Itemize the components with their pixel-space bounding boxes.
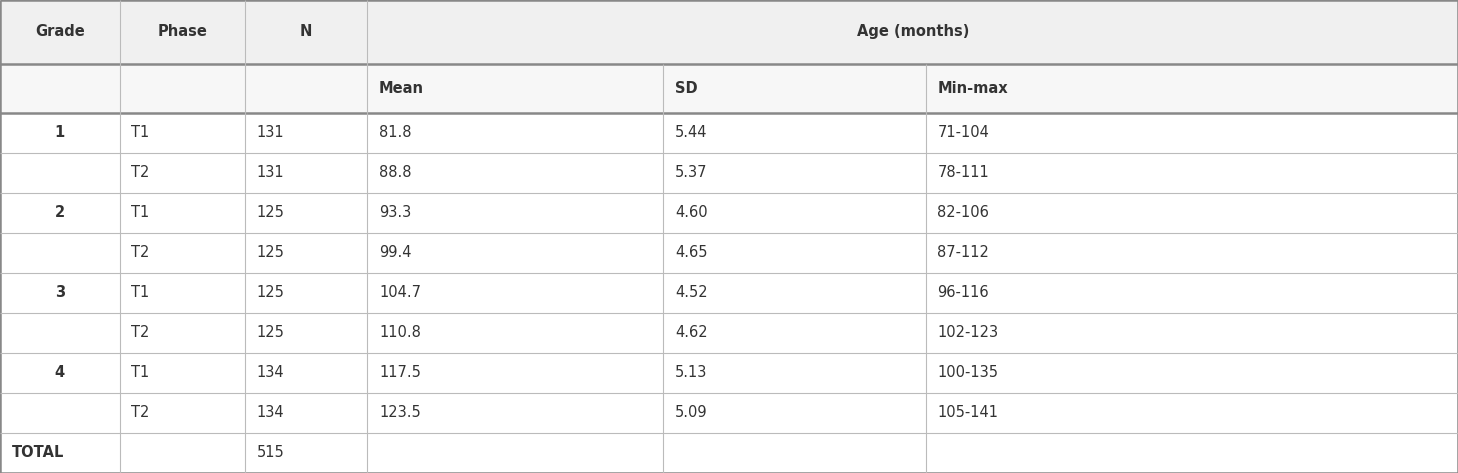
Text: 134: 134: [257, 405, 284, 420]
Text: Min-max: Min-max: [937, 81, 1007, 96]
Text: 3: 3: [55, 285, 64, 300]
Text: 131: 131: [257, 125, 284, 140]
Text: T2: T2: [131, 245, 150, 260]
Text: 117.5: 117.5: [379, 365, 421, 380]
Bar: [0, 233, 1458, 273]
Text: T2: T2: [131, 405, 150, 420]
Text: 105-141: 105-141: [937, 405, 999, 420]
Text: 134: 134: [257, 365, 284, 380]
Text: 96-116: 96-116: [937, 285, 989, 300]
Text: 102-123: 102-123: [937, 325, 999, 341]
Text: 123.5: 123.5: [379, 405, 421, 420]
Text: T1: T1: [131, 365, 150, 380]
Bar: [0, 353, 1458, 393]
Text: 515: 515: [257, 446, 284, 461]
Bar: [0, 433, 1458, 473]
Text: T1: T1: [131, 125, 150, 140]
Text: 5.37: 5.37: [675, 165, 707, 180]
Bar: [0, 0, 1458, 64]
Text: 81.8: 81.8: [379, 125, 411, 140]
Text: 4.60: 4.60: [675, 205, 707, 220]
Text: 88.8: 88.8: [379, 165, 411, 180]
Text: 131: 131: [257, 165, 284, 180]
Text: Phase: Phase: [157, 25, 207, 39]
Text: 125: 125: [257, 205, 284, 220]
Bar: [0, 193, 1458, 233]
Text: Grade: Grade: [35, 25, 85, 39]
Bar: [0, 273, 1458, 313]
Text: T1: T1: [131, 205, 150, 220]
Text: SD: SD: [675, 81, 698, 96]
Text: T2: T2: [131, 165, 150, 180]
Text: 82-106: 82-106: [937, 205, 990, 220]
Text: 87-112: 87-112: [937, 245, 990, 260]
Bar: [0, 153, 1458, 193]
Text: 2: 2: [55, 205, 64, 220]
Text: 5.09: 5.09: [675, 405, 707, 420]
Text: 71-104: 71-104: [937, 125, 990, 140]
Text: 99.4: 99.4: [379, 245, 411, 260]
Bar: [0, 113, 1458, 153]
Text: 125: 125: [257, 285, 284, 300]
Text: 5.44: 5.44: [675, 125, 707, 140]
Bar: [0, 64, 1458, 113]
Text: 104.7: 104.7: [379, 285, 421, 300]
Text: Age (months): Age (months): [856, 25, 970, 39]
Text: 125: 125: [257, 245, 284, 260]
Text: 78-111: 78-111: [937, 165, 989, 180]
Text: 4.65: 4.65: [675, 245, 707, 260]
Text: T2: T2: [131, 325, 150, 341]
Text: 93.3: 93.3: [379, 205, 411, 220]
Text: 4: 4: [55, 365, 64, 380]
Text: Mean: Mean: [379, 81, 424, 96]
Text: N: N: [300, 25, 312, 39]
Bar: [0, 313, 1458, 353]
Text: 125: 125: [257, 325, 284, 341]
Text: 5.13: 5.13: [675, 365, 707, 380]
Text: 4.52: 4.52: [675, 285, 707, 300]
Bar: [0, 393, 1458, 433]
Text: 4.62: 4.62: [675, 325, 707, 341]
Text: 1: 1: [54, 125, 66, 140]
Text: T1: T1: [131, 285, 150, 300]
Text: 110.8: 110.8: [379, 325, 421, 341]
Text: TOTAL: TOTAL: [12, 446, 64, 461]
Text: 100-135: 100-135: [937, 365, 999, 380]
